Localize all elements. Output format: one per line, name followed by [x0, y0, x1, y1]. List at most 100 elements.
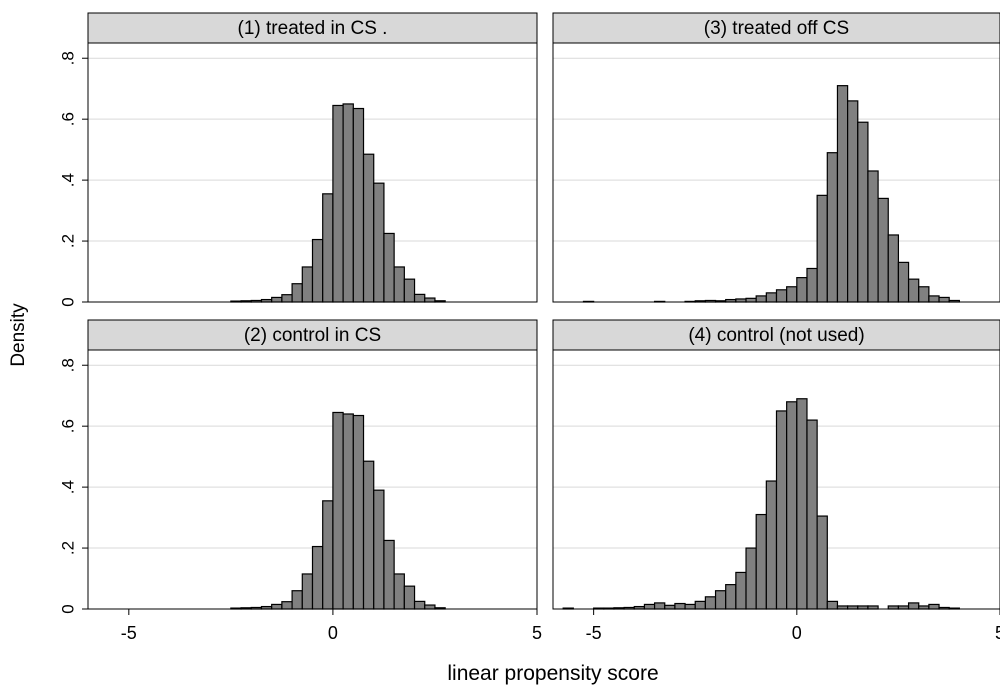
y-tick-label: .4 — [59, 480, 78, 494]
histogram-bar — [826, 152, 839, 303]
histogram-bar — [424, 604, 436, 610]
histogram-bar — [684, 603, 696, 610]
histogram-bar — [393, 266, 405, 303]
histogram-bar — [373, 182, 385, 303]
histogram-bar — [342, 103, 354, 303]
histogram-bar — [857, 121, 869, 303]
histogram-bar — [362, 460, 375, 610]
plot-frame — [552, 42, 1000, 303]
x-tick-label: 0 — [328, 623, 338, 643]
x-axis-title: linear propensity score — [447, 662, 658, 685]
histogram-bar — [745, 297, 757, 303]
histogram-bar — [765, 292, 778, 303]
histogram-bar — [775, 289, 788, 303]
histogram-bar — [755, 513, 767, 610]
histogram-bar — [816, 194, 828, 303]
histogram-bar — [786, 401, 798, 610]
histogram-bar — [332, 104, 344, 303]
histogram-bar — [352, 107, 365, 303]
histogram-bar — [786, 286, 798, 303]
panel-title: (1) treated in CS . — [238, 18, 388, 39]
y-tick-label: 0 — [59, 604, 78, 613]
histogram-bar — [735, 571, 747, 610]
histogram-bar — [806, 419, 818, 610]
plot-frame — [87, 42, 538, 303]
histogram-bar — [311, 238, 324, 303]
histogram-bar — [796, 398, 808, 610]
panels-group: (1) treated in CS . 0 .2 .4 .6 .8 (3) treated … — [59, 12, 1000, 643]
y-tick-label: .2 — [59, 541, 78, 555]
histogram-bar — [342, 413, 354, 610]
histogram-bar — [755, 295, 767, 303]
histogram-bar — [907, 278, 920, 303]
histogram-bar — [847, 100, 859, 303]
histogram-bar — [796, 277, 808, 303]
y-tick-label: .2 — [59, 234, 78, 248]
panel-title: (4) control (not used) — [688, 325, 864, 346]
x-tick-label: 5 — [532, 623, 542, 643]
histogram-bar — [383, 232, 395, 303]
panel-1: (1) treated in CS . 0 .2 .4 .6 .8 — [59, 12, 538, 307]
histogram-bar — [311, 545, 324, 610]
histogram-bar — [424, 297, 436, 303]
histogram-bar — [918, 286, 930, 303]
histogram-bar — [775, 410, 788, 610]
x-tick-label: -5 — [121, 623, 137, 643]
histogram-bar — [403, 278, 416, 303]
histogram-bar — [653, 602, 666, 610]
plot-frame — [87, 349, 538, 610]
histogram-bar — [694, 600, 706, 610]
histogram-bar — [301, 573, 314, 610]
panel-4: (4) control (not used) -5 0 5 — [552, 319, 1000, 643]
x-tick-label: 5 — [995, 623, 1000, 643]
histogram-bar — [816, 515, 828, 610]
histogram-bar — [714, 590, 727, 610]
histogram-bar — [907, 602, 920, 610]
y-tick-label: 0 — [59, 297, 78, 306]
histogram-bar — [301, 266, 314, 303]
histogram-bar — [413, 293, 426, 303]
histogram-bar — [291, 590, 303, 610]
histogram-bar — [725, 584, 737, 610]
histogram-bar — [806, 267, 818, 303]
histogram-bar — [373, 489, 385, 610]
histogram-bar — [281, 601, 293, 610]
y-tick-label: .6 — [59, 112, 78, 126]
histogram-bar — [393, 573, 405, 610]
y-tick-label: .4 — [59, 173, 78, 187]
histogram-bar — [352, 414, 365, 610]
x-tick-label: 0 — [792, 623, 802, 643]
histogram-bar — [271, 603, 283, 610]
histogram-bar — [897, 261, 910, 303]
histogram-bar — [413, 600, 426, 610]
histogram-bar — [271, 296, 283, 303]
histogram-bar — [281, 294, 293, 303]
histogram-bar — [938, 296, 950, 303]
y-tick-label: .6 — [59, 419, 78, 433]
histogram-bar — [704, 596, 717, 610]
histogram-bar — [867, 170, 879, 303]
panel-2: (3) treated off CS — [552, 12, 1000, 303]
x-tick-label: -5 — [586, 623, 602, 643]
y-tick-label: .8 — [59, 51, 78, 65]
histogram-bar — [643, 603, 656, 610]
histogram-bar — [765, 480, 778, 610]
histogram-bar — [674, 602, 686, 610]
plot-frame — [552, 349, 1000, 610]
histogram-bar — [877, 197, 889, 303]
panel-header — [552, 12, 1000, 44]
histogram-bar — [332, 411, 344, 610]
histogram-bar — [403, 585, 416, 610]
histogram-bar — [826, 600, 839, 610]
y-axis-title: Density — [8, 303, 29, 367]
y-tick-label: .8 — [59, 358, 78, 372]
panel-title: (3) treated off CS — [704, 18, 849, 39]
histogram-bar — [887, 234, 900, 303]
panel-title: (2) control in CS — [244, 325, 381, 346]
panel-3: (2) control in CS 0 .2 .4 .6 .8 -5 0 5 — [59, 319, 542, 643]
histogram-bar — [928, 603, 940, 610]
histogram-bar — [383, 539, 395, 610]
histogram-bar — [836, 85, 849, 303]
histogram-bar — [322, 500, 334, 610]
